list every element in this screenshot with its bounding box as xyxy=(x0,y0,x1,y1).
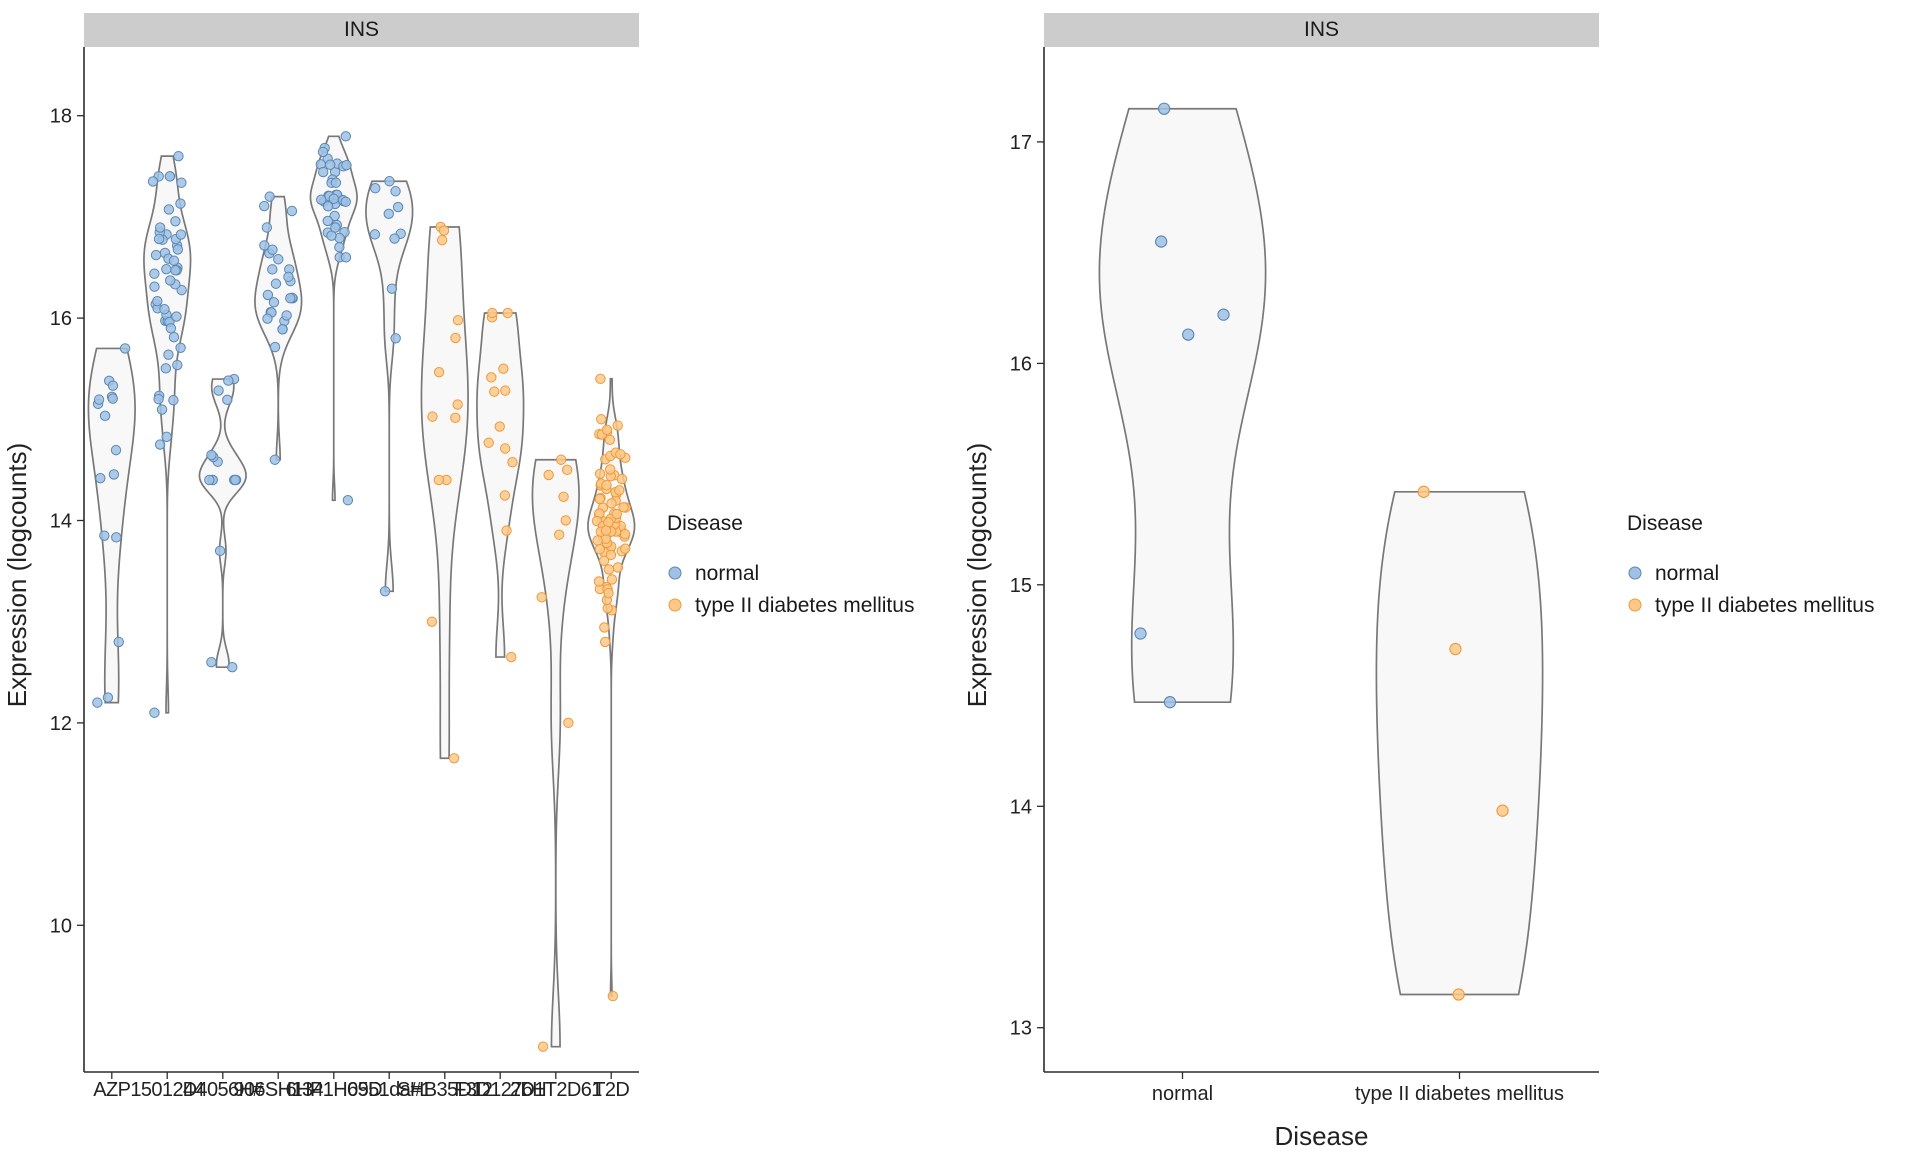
svg-text:normal: normal xyxy=(695,562,759,585)
svg-text:type II diabetes mellitus: type II diabetes mellitus xyxy=(695,594,914,617)
svg-text:T2D: T2D xyxy=(593,1079,629,1101)
svg-text:Expression (logcounts): Expression (logcounts) xyxy=(2,443,32,707)
svg-text:INS: INS xyxy=(1304,18,1339,41)
svg-text:16: 16 xyxy=(50,308,72,330)
svg-text:Disease: Disease xyxy=(667,512,743,535)
svg-text:INS: INS xyxy=(344,18,379,41)
svg-text:18: 18 xyxy=(50,106,72,128)
svg-text:14: 14 xyxy=(1010,796,1032,818)
svg-text:17: 17 xyxy=(1010,132,1032,154)
svg-text:normal: normal xyxy=(1152,1083,1213,1105)
svg-text:type II diabetes mellitus: type II diabetes mellitus xyxy=(1655,594,1874,617)
svg-text:13: 13 xyxy=(1010,1018,1032,1040)
svg-text:2D1T2D61: 2D1T2D61 xyxy=(510,1079,602,1101)
svg-text:AZP: AZP xyxy=(93,1079,130,1101)
svg-text:type II diabetes mellitus: type II diabetes mellitus xyxy=(1355,1083,1564,1105)
svg-text:15: 15 xyxy=(1010,575,1032,597)
svg-text:14: 14 xyxy=(50,511,72,533)
svg-text:Expression (logcounts): Expression (logcounts) xyxy=(962,443,992,707)
svg-text:12: 12 xyxy=(50,713,72,735)
svg-text:normal: normal xyxy=(1655,562,1719,585)
svg-text:Disease: Disease xyxy=(1627,512,1703,535)
svg-text:16: 16 xyxy=(1010,353,1032,375)
svg-text:10: 10 xyxy=(50,915,72,937)
svg-text:Disease: Disease xyxy=(1275,1121,1369,1151)
